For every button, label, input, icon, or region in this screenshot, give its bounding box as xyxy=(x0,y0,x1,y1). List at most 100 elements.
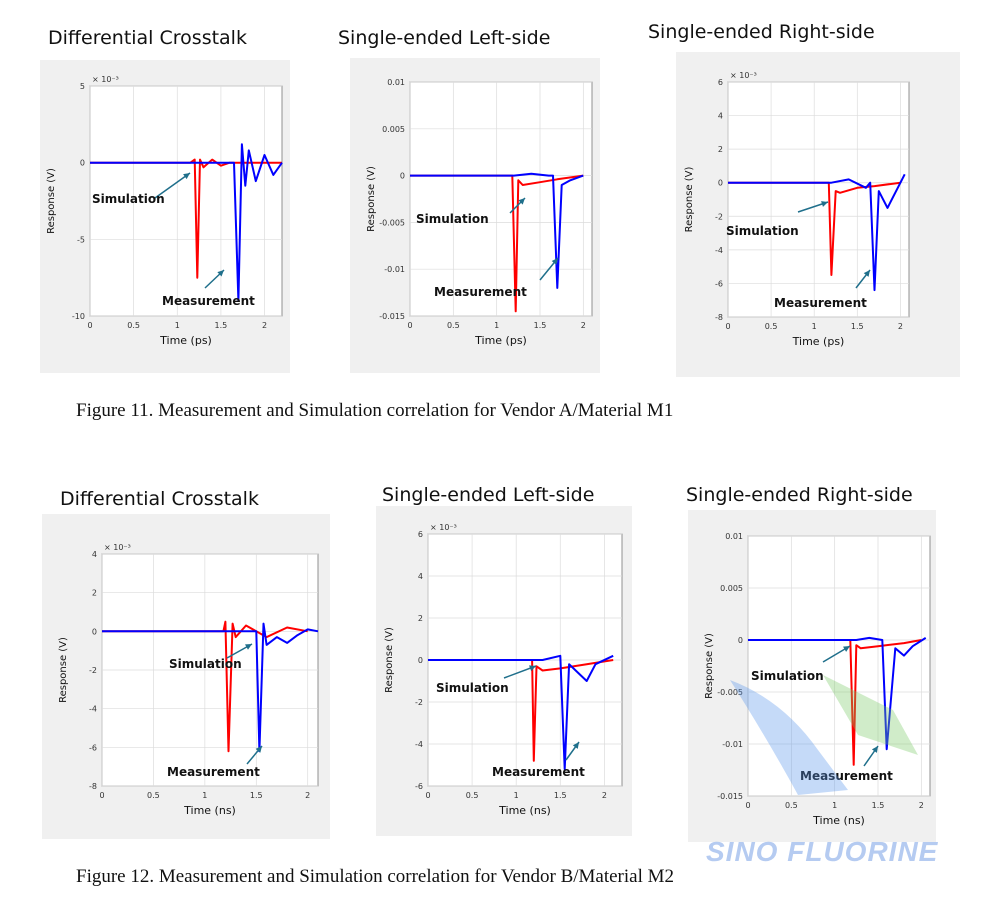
watermark-text: SINO FLUORINE xyxy=(706,836,939,867)
y-tick-label: -0.015 xyxy=(379,312,405,321)
panel-title: Differential Crosstalk xyxy=(48,27,247,49)
y-tick-label: -10 xyxy=(72,312,85,321)
x-tick-label: 0.5 xyxy=(127,321,140,330)
plot-area xyxy=(409,81,593,317)
measurement-line xyxy=(410,172,584,289)
arrow-head xyxy=(245,644,252,650)
y-tick-label: 0.01 xyxy=(725,532,743,541)
x-tick-label: 2 xyxy=(305,791,310,800)
y-tick-label: 0 xyxy=(738,636,743,645)
y-tick-label: 4 xyxy=(718,112,723,121)
measurement-line xyxy=(90,143,283,302)
y-tick-label: 4 xyxy=(418,572,423,581)
y-tick-label: -5 xyxy=(77,235,85,244)
plot-area xyxy=(747,535,931,797)
y-tick-label: 0.005 xyxy=(720,584,743,593)
x-tick-label: 0.5 xyxy=(447,321,460,330)
x-tick-label: 0 xyxy=(87,321,92,330)
y-tick-label: -8 xyxy=(89,782,97,791)
x-tick-label: 1.5 xyxy=(851,322,864,331)
measurement-annotation: Measurement xyxy=(167,765,260,779)
measurement-annotation: Measurement xyxy=(162,294,255,308)
y-tick-label: 2 xyxy=(718,145,723,154)
y-tick-label: 6 xyxy=(718,78,723,87)
watermark-shape xyxy=(823,675,918,755)
x-tick-label: 0.5 xyxy=(785,801,798,810)
x-tick-label: 1 xyxy=(494,321,499,330)
arrow-head xyxy=(871,746,878,753)
x-tick-label: 0 xyxy=(725,322,730,331)
y-tick-label: -6 xyxy=(715,279,723,288)
x-axis-label: Time (ps) xyxy=(792,335,845,348)
y-tick-label: -0.01 xyxy=(384,265,405,274)
y-tick-label: 6 xyxy=(418,530,423,539)
watermark-shape xyxy=(730,680,848,795)
x-tick-label: 2 xyxy=(262,321,267,330)
arrow-head xyxy=(518,198,525,205)
annotation-arrow xyxy=(154,172,191,199)
arrow-head xyxy=(863,270,870,277)
axis-exponent: × 10⁻³ xyxy=(104,543,131,552)
axis-exponent: × 10⁻³ xyxy=(730,71,757,80)
x-axis-label: Time (ns) xyxy=(812,814,865,827)
y-tick-label: -6 xyxy=(89,743,97,752)
measurement-line xyxy=(102,622,319,753)
x-tick-label: 0 xyxy=(745,801,750,810)
y-tick-label: 2 xyxy=(92,589,97,598)
y-axis-label: Response (V) xyxy=(58,637,69,703)
x-tick-label: 1 xyxy=(175,321,180,330)
panel-title: Single-ended Right-side xyxy=(648,21,875,43)
arrow-head xyxy=(572,742,579,749)
simulation-annotation: Simulation xyxy=(751,669,824,683)
arrow-head xyxy=(529,665,536,672)
x-tick-label: 0.5 xyxy=(765,322,778,331)
y-tick-label: -0.015 xyxy=(717,792,743,801)
x-tick-label: 0.5 xyxy=(466,791,479,800)
y-tick-label: 5 xyxy=(80,82,85,91)
arrow-head xyxy=(821,201,828,207)
plot-area xyxy=(89,85,283,317)
chart-panel: 4 2 0 -2 -4 -6 -8 0 0.5 1 1.5 2 × 10⁻³ Time (ns) Respo… xyxy=(42,514,330,839)
y-tick-label: -4 xyxy=(715,246,723,255)
x-axis-label: Time (ps) xyxy=(474,334,527,347)
measurement-annotation: Measurement xyxy=(800,769,893,783)
x-axis-label: Time (ns) xyxy=(498,804,551,817)
x-tick-label: 0 xyxy=(99,791,104,800)
y-tick-label: 0.005 xyxy=(382,125,405,134)
chart-panel: 0.01 0.005 0 -0.005 -0.01 -0.015 0 0.5 1 1.5 2 Time… xyxy=(350,58,600,373)
y-tick-label: -2 xyxy=(89,666,97,675)
y-tick-label: -8 xyxy=(715,313,723,322)
x-tick-label: 1.5 xyxy=(250,791,263,800)
x-tick-label: 1.5 xyxy=(872,801,885,810)
y-axis-label: Response (V) xyxy=(684,166,695,232)
plot-area xyxy=(727,81,910,318)
arrow-head xyxy=(217,270,224,277)
measurement-line xyxy=(748,636,927,751)
y-tick-label: 4 xyxy=(92,550,97,559)
arrow-head xyxy=(843,646,850,652)
simulation-line xyxy=(428,659,614,762)
simulation-line xyxy=(748,639,922,766)
axis-exponent: × 10⁻³ xyxy=(430,523,457,532)
simulation-annotation: Simulation xyxy=(416,212,489,226)
y-axis-label: Response (V) xyxy=(366,166,377,232)
x-axis-label: Time (ps) xyxy=(159,334,212,347)
simulation-annotation: Simulation xyxy=(726,224,799,238)
chart-panel: 5 0 -5 -10 0 0.5 1 1.5 2 × 10⁻³ Time (ps) Response … xyxy=(40,60,290,373)
x-tick-label: 1 xyxy=(812,322,817,331)
y-tick-label: -0.01 xyxy=(722,740,743,749)
x-tick-label: 2 xyxy=(898,322,903,331)
figure-caption: Figure 12. Measurement and Simulation co… xyxy=(76,866,675,887)
chart-panel: 0.01 0.005 0 -0.005 -0.01 -0.015 0 0.5 1 1.5 2 Time… xyxy=(688,510,936,842)
x-tick-label: 2 xyxy=(602,791,607,800)
x-tick-label: 1.5 xyxy=(534,321,547,330)
x-tick-label: 1 xyxy=(832,801,837,810)
x-tick-label: 1.5 xyxy=(554,791,567,800)
y-tick-label: 0 xyxy=(92,627,97,636)
y-axis-label: Response (V) xyxy=(704,633,715,699)
